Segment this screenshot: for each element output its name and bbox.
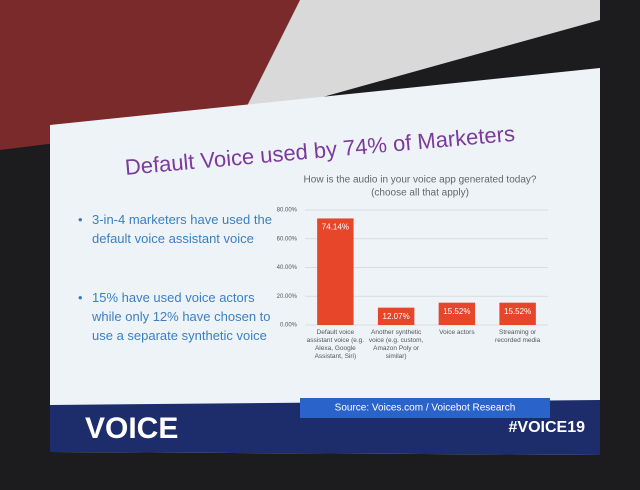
bar bbox=[317, 218, 354, 325]
x-tick-label: Another synthetic voice (e.g. custom, Am… bbox=[368, 329, 424, 360]
value-label: 15.52% bbox=[443, 307, 470, 316]
value-label: 12.07% bbox=[383, 312, 410, 321]
x-tick-label: Streaming or recorded media bbox=[495, 329, 541, 344]
bullet: 15% have used voice actors while only 12… bbox=[78, 288, 277, 345]
y-tick-label: 0.00% bbox=[280, 323, 298, 329]
bullet: 3-in-4 marketers have used the default v… bbox=[78, 210, 277, 248]
y-tick-label: 80.00% bbox=[277, 208, 298, 214]
source-band bbox=[300, 398, 550, 418]
y-tick-label: 20.00% bbox=[277, 294, 298, 300]
x-tick-label: Default voice assistant voice (e.g. Alex… bbox=[306, 329, 365, 360]
value-label: 74.14% bbox=[322, 223, 349, 232]
y-tick-label: 40.00% bbox=[277, 265, 298, 271]
x-tick-label: Voice actors bbox=[439, 329, 475, 336]
source: Source: Voices.com / Voicebot Research bbox=[335, 403, 516, 414]
y-tick-label: 60.00% bbox=[277, 236, 298, 242]
chart-subtitle: (choose all that apply) bbox=[371, 188, 469, 199]
footer-logo: VOICE bbox=[85, 412, 178, 445]
bar bbox=[499, 302, 536, 325]
ceiling bbox=[240, 0, 600, 120]
value-label: 15.52% bbox=[504, 307, 531, 316]
chart-title: How is the audio in your voice app gener… bbox=[304, 175, 537, 186]
footer-tag: #VOICE19 bbox=[509, 419, 586, 436]
bar bbox=[377, 307, 415, 325]
bar bbox=[438, 302, 476, 325]
